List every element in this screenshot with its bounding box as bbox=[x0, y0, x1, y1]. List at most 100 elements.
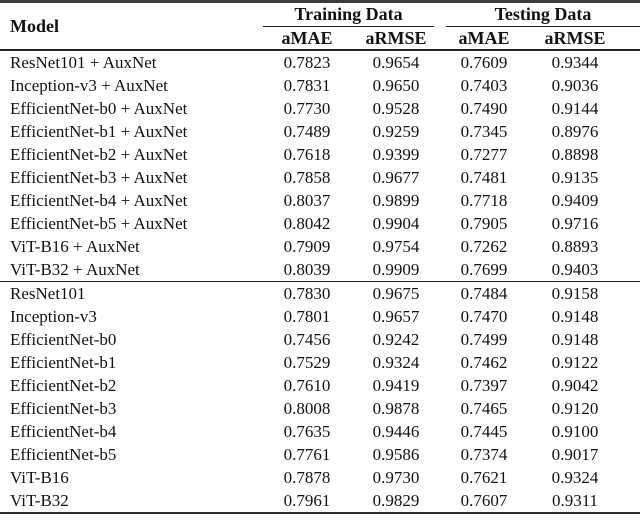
model-name-cell: EfficientNet-b2 + AuxNet bbox=[10, 144, 188, 164]
metric-value-cell: 0.7621 bbox=[460, 467, 508, 487]
model-name-cell: ViT-B16 + AuxNet bbox=[10, 236, 140, 256]
table-row: EfficientNet-b3 + AuxNet 0.7858 0.9677 0.74… bbox=[0, 166, 640, 189]
metric-value-cell: 0.9148 bbox=[551, 329, 599, 349]
metric-value-cell: 0.7489 bbox=[283, 121, 331, 141]
model-name-cell: EfficientNet-b3 + AuxNet bbox=[10, 167, 188, 187]
metric-value-cell: 0.9120 bbox=[551, 398, 599, 418]
metric-value-cell: 0.9909 bbox=[372, 259, 420, 279]
metric-value-cell: 0.9399 bbox=[372, 144, 420, 164]
metric-value-cell: 0.9324 bbox=[372, 352, 420, 372]
model-name-cell: ViT-B32 bbox=[10, 490, 69, 510]
metric-value-cell: 0.9144 bbox=[551, 98, 599, 118]
metric-value-cell: 0.9017 bbox=[551, 444, 599, 464]
table-row: ViT-B32 + AuxNet 0.8039 0.9909 0.7699 0.9403 bbox=[0, 258, 640, 282]
metric-value-cell: 0.9899 bbox=[372, 190, 420, 210]
metric-value-cell: 0.8893 bbox=[551, 236, 599, 256]
table-row: EfficientNet-b5 0.7761 0.9586 0.7374 0.9017 bbox=[0, 443, 640, 466]
model-name-cell: EfficientNet-b0 bbox=[10, 329, 117, 349]
metric-value-cell: 0.9135 bbox=[551, 167, 599, 187]
training-amae-header: aMAE bbox=[281, 28, 333, 48]
metric-value-cell: 0.7345 bbox=[460, 121, 508, 141]
model-name-cell: EfficientNet-b2 bbox=[10, 375, 117, 395]
metric-value-cell: 0.7403 bbox=[460, 75, 508, 95]
metric-value-cell: 0.7609 bbox=[460, 52, 508, 72]
header-group-row: Model Training Data Testing Data bbox=[0, 2, 640, 36]
metric-value-cell: 0.9754 bbox=[372, 236, 420, 256]
table-row: Inception-v3 0.7801 0.9657 0.7470 0.9148 bbox=[0, 305, 640, 328]
table-row: EfficientNet-b3 0.8008 0.9878 0.7465 0.9120 bbox=[0, 397, 640, 420]
metric-value-cell: 0.8008 bbox=[283, 398, 331, 418]
testing-data-label: Testing Data bbox=[446, 3, 640, 27]
model-name-cell: EfficientNet-b4 + AuxNet bbox=[10, 190, 188, 210]
metric-value-cell: 0.9878 bbox=[372, 398, 420, 418]
metric-value-cell: 0.7374 bbox=[460, 444, 508, 464]
model-name-cell: EfficientNet-b1 bbox=[10, 352, 117, 372]
metric-value-cell: 0.7801 bbox=[283, 306, 331, 326]
metric-value-cell: 0.8039 bbox=[283, 259, 331, 279]
model-name-cell: EfficientNet-b4 bbox=[10, 421, 117, 441]
metric-value-cell: 0.7499 bbox=[460, 329, 508, 349]
table-row: EfficientNet-b2 + AuxNet 0.7618 0.9399 0.72… bbox=[0, 143, 640, 166]
table-row: ViT-B32 0.7961 0.9829 0.7607 0.9311 bbox=[0, 489, 640, 513]
metric-value-cell: 0.9716 bbox=[551, 213, 599, 233]
metric-value-cell: 0.7730 bbox=[283, 98, 331, 118]
metric-value-cell: 0.9654 bbox=[372, 52, 420, 72]
metric-value-cell: 0.7961 bbox=[283, 490, 331, 510]
testing-data-group-header: Testing Data bbox=[440, 2, 640, 27]
metric-value-cell: 0.8042 bbox=[283, 213, 331, 233]
metric-value-cell: 0.7262 bbox=[460, 236, 508, 256]
metric-value-cell: 0.7718 bbox=[460, 190, 508, 210]
model-name-cell: ViT-B16 bbox=[10, 467, 69, 487]
model-column-header: Model bbox=[10, 15, 59, 36]
metric-value-cell: 0.7699 bbox=[460, 259, 508, 279]
metric-value-cell: 0.7831 bbox=[283, 75, 331, 95]
metric-value-cell: 0.7909 bbox=[283, 236, 331, 256]
metric-value-cell: 0.7905 bbox=[460, 213, 508, 233]
metric-value-cell: 0.9675 bbox=[352, 281, 440, 305]
metric-value-cell: 0.7465 bbox=[460, 398, 508, 418]
header-metric-row: aMAE aRMSE aMAE aRMSE bbox=[0, 27, 640, 50]
model-name-cell: ResNet101 + AuxNet bbox=[10, 52, 157, 72]
metric-value-cell: 0.7858 bbox=[283, 167, 331, 187]
table-row: ResNet101 0.7830 0.9675 0.7484 0.9158 bbox=[0, 281, 640, 305]
metric-value-cell: 0.7445 bbox=[460, 421, 508, 441]
metric-value-cell: 0.9259 bbox=[372, 121, 420, 141]
table-row: ResNet101 + AuxNet 0.7823 0.9654 0.7609 0.93… bbox=[0, 50, 640, 74]
metric-value-cell: 0.9042 bbox=[551, 375, 599, 395]
table-body: ResNet101 + AuxNet 0.7823 0.9654 0.7609 0.93… bbox=[0, 50, 640, 513]
metric-value-cell: 0.9586 bbox=[372, 444, 420, 464]
metric-value-cell: 0.9677 bbox=[372, 167, 420, 187]
metric-value-cell: 0.9036 bbox=[551, 75, 599, 95]
table-row: EfficientNet-b0 + AuxNet 0.7730 0.9528 0.74… bbox=[0, 97, 640, 120]
metric-value-cell: 0.7878 bbox=[283, 467, 331, 487]
metric-value-cell: 0.9409 bbox=[551, 190, 599, 210]
metric-value-cell: 0.7490 bbox=[460, 98, 508, 118]
testing-amae-header: aMAE bbox=[458, 28, 510, 48]
model-name-cell: Inception-v3 bbox=[10, 306, 97, 326]
testing-armse-header: aRMSE bbox=[544, 28, 606, 48]
metric-value-cell: 0.9403 bbox=[551, 259, 599, 279]
table-row: EfficientNet-b2 0.7610 0.9419 0.7397 0.9042 bbox=[0, 374, 640, 397]
model-name-cell: ViT-B32 + AuxNet bbox=[10, 259, 140, 279]
metric-value-cell: 0.9419 bbox=[372, 375, 420, 395]
training-data-label: Training Data bbox=[263, 3, 434, 27]
metric-value-cell: 0.9904 bbox=[372, 213, 420, 233]
table-row: EfficientNet-b5 + AuxNet 0.8042 0.9904 0.79… bbox=[0, 212, 640, 235]
model-name-cell: EfficientNet-b5 + AuxNet bbox=[10, 213, 188, 233]
table-row: ViT-B16 + AuxNet 0.7909 0.9754 0.7262 0.8893 bbox=[0, 235, 640, 258]
metric-value-cell: 0.9829 bbox=[372, 490, 420, 510]
metric-value-cell: 0.9122 bbox=[551, 352, 599, 372]
metric-value-cell: 0.8898 bbox=[551, 144, 599, 164]
metric-value-cell: 0.7635 bbox=[283, 421, 331, 441]
model-name-cell: EfficientNet-b3 bbox=[10, 398, 117, 418]
table-row: EfficientNet-b4 + AuxNet 0.8037 0.9899 0.77… bbox=[0, 189, 640, 212]
table-row: ViT-B16 0.7878 0.9730 0.7621 0.9324 bbox=[0, 466, 640, 489]
metric-value-cell: 0.9730 bbox=[372, 467, 420, 487]
metric-value-cell: 0.7470 bbox=[460, 306, 508, 326]
metric-value-cell: 0.7823 bbox=[283, 52, 331, 72]
table-row: EfficientNet-b1 0.7529 0.9324 0.7462 0.9122 bbox=[0, 351, 640, 374]
model-name-cell: Inception-v3 + AuxNet bbox=[10, 75, 168, 95]
model-name-cell: EfficientNet-b1 + AuxNet bbox=[10, 121, 188, 141]
